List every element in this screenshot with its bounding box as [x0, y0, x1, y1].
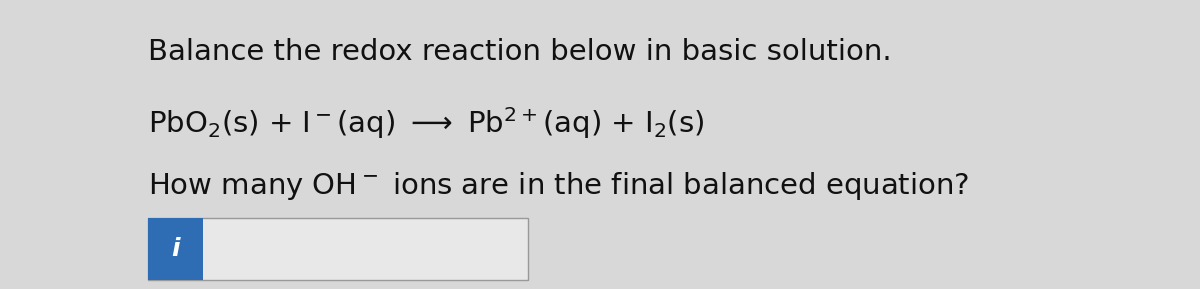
Text: Balance the redox reaction below in basic solution.: Balance the redox reaction below in basi… [148, 38, 892, 66]
Text: How many OH$^-$ ions are in the final balanced equation?: How many OH$^-$ ions are in the final ba… [148, 170, 970, 202]
Bar [148, 218, 528, 280]
Text: i: i [172, 237, 180, 261]
Text: PbO$_2$(s) + I$^-$(aq) $\longrightarrow$ Pb$^{2+}$(aq) + I$_2$(s): PbO$_2$(s) + I$^-$(aq) $\longrightarrow$… [148, 105, 704, 141]
Bar [148, 218, 203, 280]
